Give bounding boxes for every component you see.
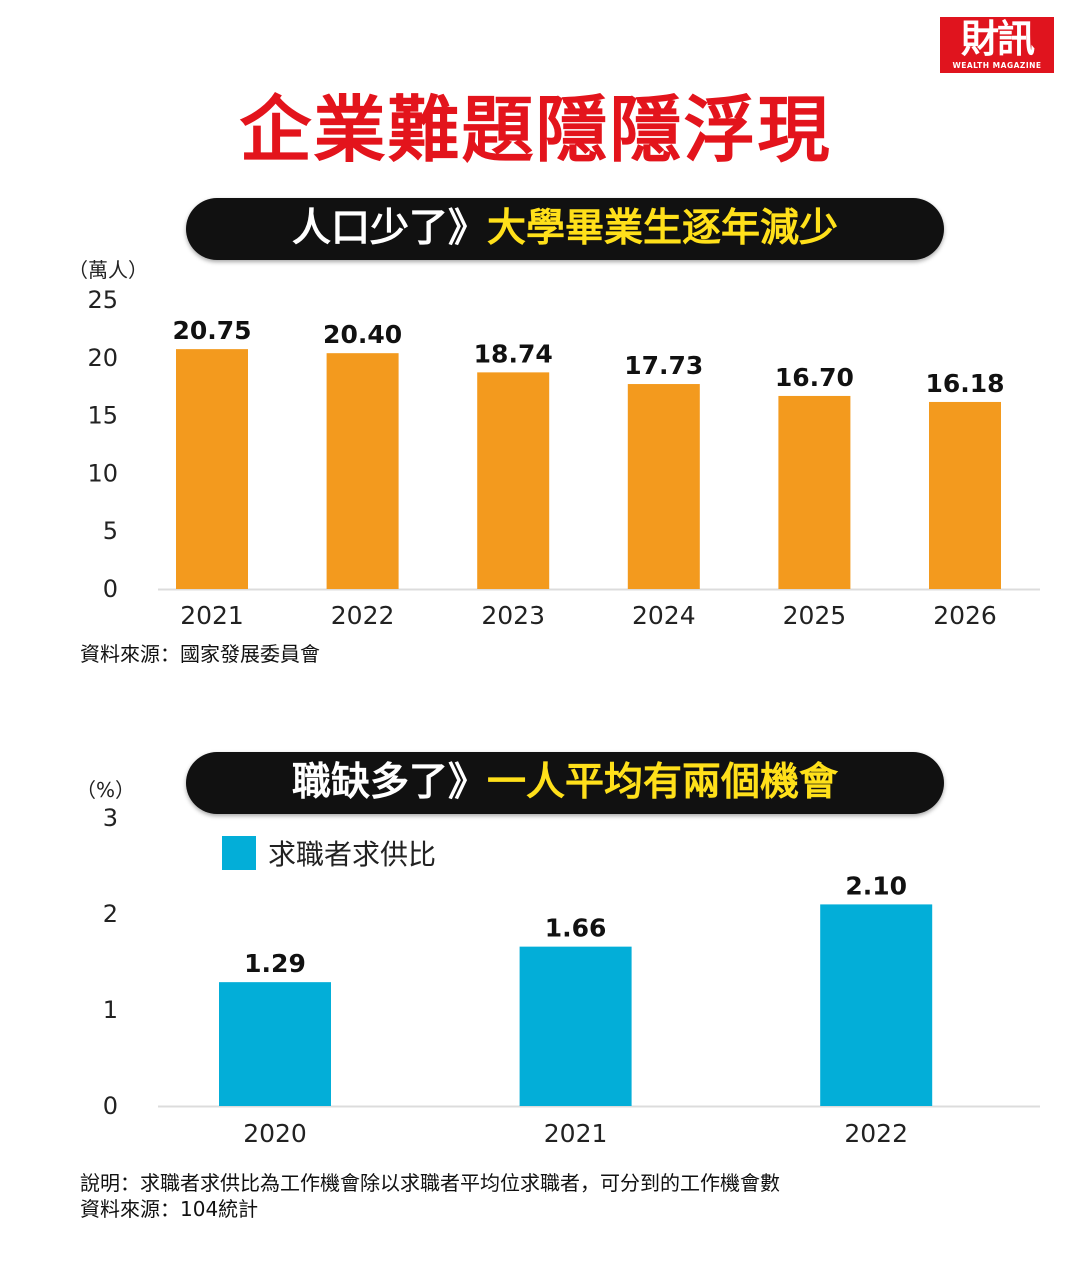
y-tick-label: 25 bbox=[87, 286, 118, 314]
chart2-source: 資料來源：104統計 bbox=[80, 1197, 259, 1221]
x-tick-label: 2024 bbox=[632, 601, 696, 630]
bar bbox=[176, 349, 248, 589]
bar bbox=[820, 904, 933, 1106]
y-tick-label: 1 bbox=[103, 996, 118, 1024]
bar-value-label: 18.74 bbox=[474, 339, 553, 368]
section1-heading-main: 大學畢業生逐年減少 bbox=[487, 206, 839, 251]
bar-value-label: 2.10 bbox=[845, 871, 907, 900]
bar bbox=[519, 946, 632, 1106]
x-tick-label: 2022 bbox=[844, 1119, 908, 1148]
section2-heading-prefix: 職缺多了》 bbox=[291, 760, 487, 805]
chart1-source: 資料來源：國家發展委員會 bbox=[80, 642, 320, 666]
x-tick-label: 2021 bbox=[544, 1119, 608, 1148]
page-title: 企業難題隱隱浮現 bbox=[239, 88, 832, 172]
y-tick-label: 0 bbox=[103, 575, 118, 603]
section2-heading-main: 一人平均有兩個機會 bbox=[487, 760, 839, 805]
bar-value-label: 16.70 bbox=[775, 363, 854, 392]
bar-value-label: 17.73 bbox=[624, 351, 703, 380]
bar bbox=[778, 395, 851, 589]
y-tick-label: 2 bbox=[103, 900, 118, 928]
bar bbox=[627, 384, 700, 589]
chart2-job-ratio: 0 1 2 3 1.29 2020 1.66 2021 2.10 2022 bbox=[103, 804, 1040, 1148]
bar bbox=[929, 401, 1001, 589]
bar bbox=[477, 372, 550, 589]
x-tick-label: 2020 bbox=[243, 1119, 307, 1148]
section1-heading-prefix: 人口少了》 bbox=[291, 206, 487, 251]
y-tick-label: 0 bbox=[103, 1092, 118, 1120]
chart1-unit-label: （萬人） bbox=[68, 258, 148, 282]
y-tick-label: 20 bbox=[87, 344, 118, 372]
y-tick-label: 15 bbox=[87, 402, 118, 430]
section1-heading: 人口少了》大學畢業生逐年減少 bbox=[186, 198, 944, 260]
bar-value-label: 20.75 bbox=[172, 316, 251, 345]
chart2-legend: 求職者求供比 bbox=[222, 836, 437, 871]
bar bbox=[326, 353, 399, 589]
x-tick-label: 2023 bbox=[481, 601, 545, 630]
x-tick-label: 2026 bbox=[933, 601, 997, 630]
bar-value-label: 16.18 bbox=[925, 369, 1004, 398]
x-tick-label: 2021 bbox=[180, 601, 244, 630]
bar bbox=[219, 982, 331, 1106]
logo-subtext: WEALTH MAGAZINE bbox=[952, 61, 1042, 70]
chart2-note: 說明：求職者求供比為工作機會除以求職者平均位求職者，可分到的工作機會數 bbox=[80, 1171, 780, 1195]
chart1-graduates: 051015202520.75202120.40202218.74202317.… bbox=[87, 286, 1040, 630]
bar-value-label: 20.40 bbox=[323, 320, 402, 349]
x-tick-label: 2022 bbox=[331, 601, 395, 630]
bar-value-label: 1.29 bbox=[244, 949, 306, 978]
y-tick-label: 10 bbox=[87, 459, 118, 487]
logo-text: 財訊 bbox=[960, 16, 1035, 61]
brand-logo: 財訊 WEALTH MAGAZINE bbox=[940, 17, 1054, 73]
x-tick-label: 2025 bbox=[783, 601, 847, 630]
legend-label: 求職者求供比 bbox=[268, 838, 437, 871]
chart2-unit-label: （%） bbox=[76, 778, 136, 802]
legend-swatch bbox=[222, 836, 256, 870]
section2-heading: 職缺多了》一人平均有兩個機會 bbox=[186, 752, 944, 814]
bar-value-label: 1.66 bbox=[545, 914, 607, 943]
y-tick-label: 5 bbox=[103, 517, 118, 545]
y-tick-label: 3 bbox=[103, 804, 118, 832]
